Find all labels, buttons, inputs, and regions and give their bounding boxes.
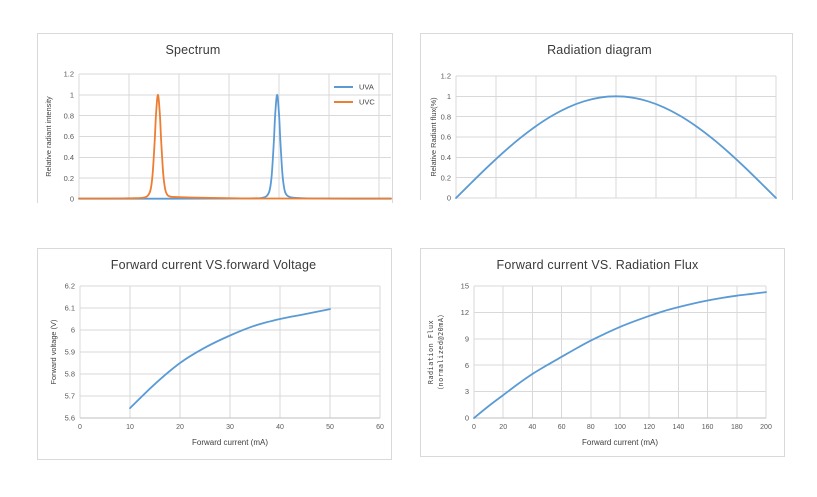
x-axis-title: Forward current (mA) [582, 438, 658, 447]
x-tick-label: 20 [499, 424, 507, 431]
y-tick-label: 6 [465, 361, 469, 370]
x-tick-label: 160 [702, 424, 714, 431]
y-tick-label: 9 [465, 334, 469, 343]
y-tick-label: 0 [70, 195, 74, 204]
forward-current-voltage-chart-panel: Forward current VS.forward Voltage 5.6 5.… [37, 248, 392, 460]
x-tick-label: 100 [614, 424, 626, 431]
forward-current-flux-plot: 0 3 6 9 12 15 0 20 40 60 80 100 120 140 160 180 200 Radia… [427, 282, 772, 447]
y-tick-label: 0.6 [64, 132, 74, 141]
y-tick-label: 0.8 [64, 111, 74, 120]
series-Radiation Flux [473, 291, 767, 419]
forward-current-flux-chart-title: Forward current VS. Radiation Flux [496, 258, 699, 272]
y-tick-label: 0.2 [441, 173, 451, 182]
radiation-diagram-chart-panel: Radiation diagram 0 0.2 0.4 0.6 0.8 1 1.2 Relat… [420, 33, 793, 201]
y-tick-label: 12 [461, 308, 469, 317]
x-tick-label: 10 [126, 424, 134, 431]
y-tick-label: 6.2 [65, 282, 75, 291]
x-tick-label: 40 [529, 424, 537, 431]
x-tick-label: 60 [376, 424, 384, 431]
y-tick-label: 6 [71, 326, 75, 335]
y-tick-label: 3 [465, 387, 469, 396]
y-tick-label: 0.2 [64, 174, 74, 183]
x-tick-label: 140 [673, 424, 685, 431]
y-tick-label: 5.7 [65, 392, 75, 401]
x-tick-label: 0 [78, 424, 82, 431]
y-axis-title: Relative Radiant flux(%) [429, 97, 438, 176]
x-tick-label: 180 [731, 424, 743, 431]
y-axis-title: Relative radiant intensity [44, 96, 53, 177]
x-tick-label: 80 [587, 424, 595, 431]
spectrum-plot: 0 0.2 0.4 0.6 0.8 1 1.2 Relative radiant intens… [44, 70, 392, 204]
x-axis-title: Forward current (mA) [192, 438, 268, 447]
y-tick-label: 1 [70, 90, 74, 99]
legend-label-UVA: UVA [359, 83, 374, 92]
forward-current-voltage-chart-title: Forward current VS.forward Voltage [110, 258, 317, 272]
y-tick-label: 6.1 [65, 304, 75, 313]
y-tick-label: 15 [461, 282, 469, 291]
y-tick-label: 1 [447, 92, 451, 101]
y-tick-label: 1.2 [441, 72, 451, 81]
radiation-diagram-chart-title: Radiation diagram [547, 43, 652, 57]
spectrum-chart-title: Spectrum [165, 43, 221, 57]
y-tick-label: 0 [465, 414, 469, 423]
x-tick-label: 50 [326, 424, 334, 431]
y-tick-label: 5.8 [65, 370, 75, 379]
y-axis-title: Forward voltage (V) [49, 320, 58, 385]
y-tick-label: 1.2 [64, 70, 74, 79]
x-tick-label: 40 [276, 424, 284, 431]
y-tick-label: 0 [447, 194, 451, 201]
x-tick-label: 60 [558, 424, 566, 431]
x-tick-label: 200 [760, 424, 772, 431]
forward-current-flux-chart-panel: Forward current VS. Radiation Flux 0 3 6 9 1… [420, 248, 785, 457]
series-UVC [78, 93, 392, 200]
radiation-diagram-plot: 0 0.2 0.4 0.6 0.8 1 1.2 Relative Radiant flux(%… [429, 72, 777, 201]
series-UVA [78, 93, 392, 200]
series-Relative Radiant flux [455, 95, 777, 199]
y-tick-label: 0.4 [441, 153, 451, 162]
y-tick-label: 5.9 [65, 348, 75, 357]
y-axis-title: Radiation Flux [427, 320, 435, 384]
y-tick-label: 0.6 [441, 133, 451, 142]
spectrum-chart-panel: Spectrum 0 0.2 0.4 0.6 0.8 1 1.2 Relative radia… [37, 33, 393, 204]
y-tick-label: 0.4 [64, 153, 74, 162]
x-tick-label: 20 [176, 424, 184, 431]
series-Forward voltage [129, 308, 331, 409]
forward-current-voltage-plot: 5.6 5.7 5.8 5.9 6 6.1 6.2 0 10 20 30 40 50 60 Forward … [49, 282, 384, 447]
x-tick-label: 0 [472, 424, 476, 431]
legend-label-UVC: UVC [359, 98, 375, 107]
y-axis-title: （normalized@20mA） [437, 310, 445, 393]
y-tick-label: 5.6 [65, 414, 75, 423]
y-tick-label: 0.8 [441, 112, 451, 121]
x-tick-label: 120 [643, 424, 655, 431]
x-tick-label: 30 [226, 424, 234, 431]
